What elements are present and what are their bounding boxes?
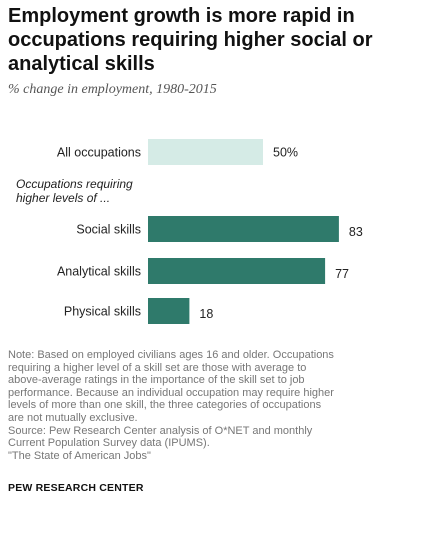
note-line: Note: Based on employed civilians ages 1… (8, 349, 334, 361)
category-label: Physical skills (64, 305, 141, 319)
bar-social-skills (148, 216, 339, 242)
source-note: Note: Based on employed civilians ages 1… (8, 349, 403, 462)
group-label: Occupations requiring higher levels of .… (16, 177, 133, 205)
note-line: levels of more than one skill, the three… (8, 399, 322, 412)
note-line: requiring a higher level of a skill set … (8, 361, 307, 374)
source-line: Current Population Survey data (IPUMS). (8, 437, 210, 450)
chart-title: Employment growth is more rapid in occup… (8, 5, 373, 75)
source-line: Source: Pew Research Center analysis of … (8, 424, 313, 437)
report-title: "The State of American Jobs" (8, 449, 151, 462)
bar-analytical-skills (148, 258, 326, 284)
category-label: All occupations (57, 146, 141, 160)
note-line: performance. Because an individual occup… (8, 386, 334, 399)
value-label: 50% (273, 146, 298, 160)
bar-physical-skills (148, 298, 190, 324)
chart-container: Employment growth is more rapid in occup… (8, 0, 418, 98)
brand-logo-text: PEW RESEARCH CENTER (8, 482, 144, 494)
value-label: 18 (199, 307, 213, 321)
value-label: 83 (349, 225, 363, 239)
value-label: 77 (335, 267, 349, 281)
category-label: Social skills (76, 223, 141, 237)
bar-all-occupations (148, 139, 263, 165)
chart-subtitle: % change in employment, 1980-2015 (8, 82, 217, 97)
category-label: Analytical skills (57, 265, 141, 279)
note-line: above-average ratings in the importance … (8, 374, 305, 387)
note-line: are not mutually exclusive. (8, 411, 138, 424)
